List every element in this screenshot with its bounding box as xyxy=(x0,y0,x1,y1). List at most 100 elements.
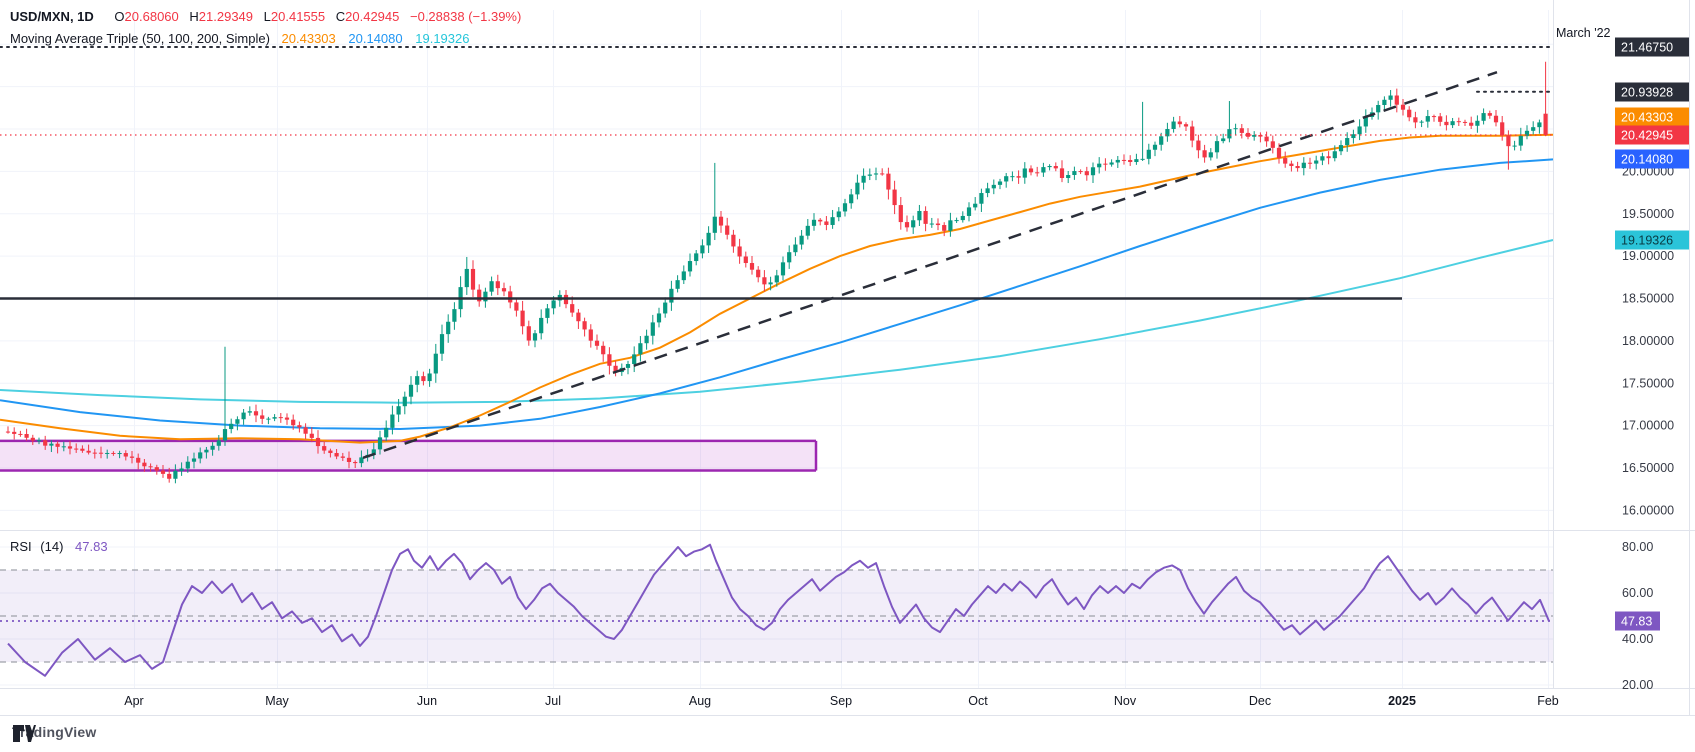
rsi-line[interactable] xyxy=(7,543,1550,677)
support-zone-rectangle[interactable] xyxy=(0,439,818,472)
price-axis[interactable]: 20.0000019.5000019.0000018.5000018.00000… xyxy=(1622,164,1674,692)
high-label: H xyxy=(189,9,199,24)
time-tick-label: May xyxy=(265,694,289,708)
rsi-value: 47.83 xyxy=(75,539,108,554)
candle xyxy=(1400,104,1406,110)
candle xyxy=(545,308,550,318)
candle xyxy=(80,448,85,451)
candle xyxy=(1481,113,1486,121)
candle xyxy=(632,354,637,365)
candle xyxy=(706,232,711,246)
candle xyxy=(799,235,804,245)
candle xyxy=(1121,159,1127,161)
time-tick-label: Oct xyxy=(968,694,988,708)
candle xyxy=(1512,145,1517,147)
candle xyxy=(1357,126,1362,135)
candle xyxy=(824,221,829,225)
candle xyxy=(148,466,153,468)
candle xyxy=(725,225,730,235)
candle xyxy=(1388,95,1393,100)
legend-ohlc-row: USD/MXN, 1D O20.68060 H21.29349 L20.4155… xyxy=(10,6,521,28)
candle xyxy=(898,205,903,223)
chart-drawings[interactable] xyxy=(0,46,1554,460)
candle xyxy=(867,174,872,176)
candle xyxy=(1115,159,1120,163)
rsi-tick-label: 40.00 xyxy=(1622,632,1653,646)
candle xyxy=(1444,121,1449,126)
candle xyxy=(911,220,916,228)
candle xyxy=(24,434,29,438)
candle xyxy=(508,291,513,303)
time-tick-label: Aug xyxy=(689,694,711,708)
chart-canvas[interactable]: 20.0000019.5000019.0000018.5000018.00000… xyxy=(0,0,1695,716)
candle xyxy=(1190,126,1195,141)
svg-text:20.42945: 20.42945 xyxy=(1621,129,1673,143)
sma-100-line[interactable] xyxy=(0,158,1554,431)
candle xyxy=(198,452,203,459)
candle xyxy=(1493,115,1499,123)
open-label: O xyxy=(114,9,125,24)
candle xyxy=(123,453,128,457)
candle xyxy=(849,194,854,204)
candle xyxy=(929,223,934,225)
candle xyxy=(260,415,265,419)
candle xyxy=(650,322,655,336)
candle xyxy=(942,225,947,231)
candle xyxy=(12,431,17,434)
candle xyxy=(1134,159,1139,163)
price-tick-label: 16.50000 xyxy=(1622,461,1674,475)
candle xyxy=(923,210,928,224)
price-tick-label: 17.50000 xyxy=(1622,376,1674,390)
open-value: 20.68060 xyxy=(124,9,179,24)
candle xyxy=(117,453,122,455)
candle xyxy=(892,189,897,206)
candle xyxy=(873,173,879,175)
ascending-trendline[interactable] xyxy=(362,71,1498,460)
candle xyxy=(415,376,420,385)
rsi-indicator-title[interactable]: RSI xyxy=(10,539,32,554)
candle xyxy=(613,365,618,373)
legend-ma-row: Moving Average Triple (50, 100, 200, Sim… xyxy=(10,28,521,50)
candle xyxy=(191,458,197,462)
ma-indicator-title[interactable]: Moving Average Triple (50, 100, 200, Sim… xyxy=(10,31,270,46)
candle xyxy=(861,175,866,183)
candle xyxy=(1053,166,1058,169)
candle xyxy=(229,423,234,430)
candle xyxy=(718,216,724,226)
candle xyxy=(1283,158,1288,164)
candle xyxy=(1394,95,1399,105)
rsi-legend: RSI (14) 47.83 xyxy=(10,539,108,554)
candle xyxy=(1140,158,1145,160)
time-tick-label: Jul xyxy=(545,694,561,708)
sma-50-line[interactable] xyxy=(0,133,1554,444)
candle xyxy=(1295,166,1300,169)
candle xyxy=(1041,167,1046,173)
symbol-title[interactable]: USD/MXN, 1D xyxy=(10,9,94,24)
candle xyxy=(1301,162,1306,169)
candle xyxy=(402,396,407,407)
candle xyxy=(328,450,333,454)
candle xyxy=(880,173,885,175)
candlestick-series[interactable] xyxy=(5,61,1548,484)
tradingview-logo-icon[interactable] xyxy=(12,724,36,743)
ma50-value: 20.43303 xyxy=(281,31,336,46)
price-tick-label: 17.00000 xyxy=(1622,419,1674,433)
rsi-pane[interactable] xyxy=(0,543,1553,677)
time-tick-label: 2025 xyxy=(1388,694,1416,708)
candle xyxy=(185,461,190,469)
support-zone[interactable] xyxy=(0,440,816,471)
candle xyxy=(793,244,798,253)
candle xyxy=(811,219,817,226)
candle xyxy=(1227,129,1232,139)
time-axis[interactable]: Apr May Jun Jul Aug Sep Oct Nov Dec 2025 Feb xyxy=(124,694,1559,708)
candle xyxy=(576,312,581,322)
candle xyxy=(966,207,972,216)
moving-average-lines[interactable] xyxy=(0,133,1554,444)
candle xyxy=(501,288,507,292)
high-value: 21.29349 xyxy=(198,9,254,24)
candle xyxy=(371,449,376,455)
candle xyxy=(1159,136,1164,145)
candle xyxy=(247,411,252,413)
candle xyxy=(836,211,841,218)
sma-200-line[interactable] xyxy=(0,239,1554,404)
